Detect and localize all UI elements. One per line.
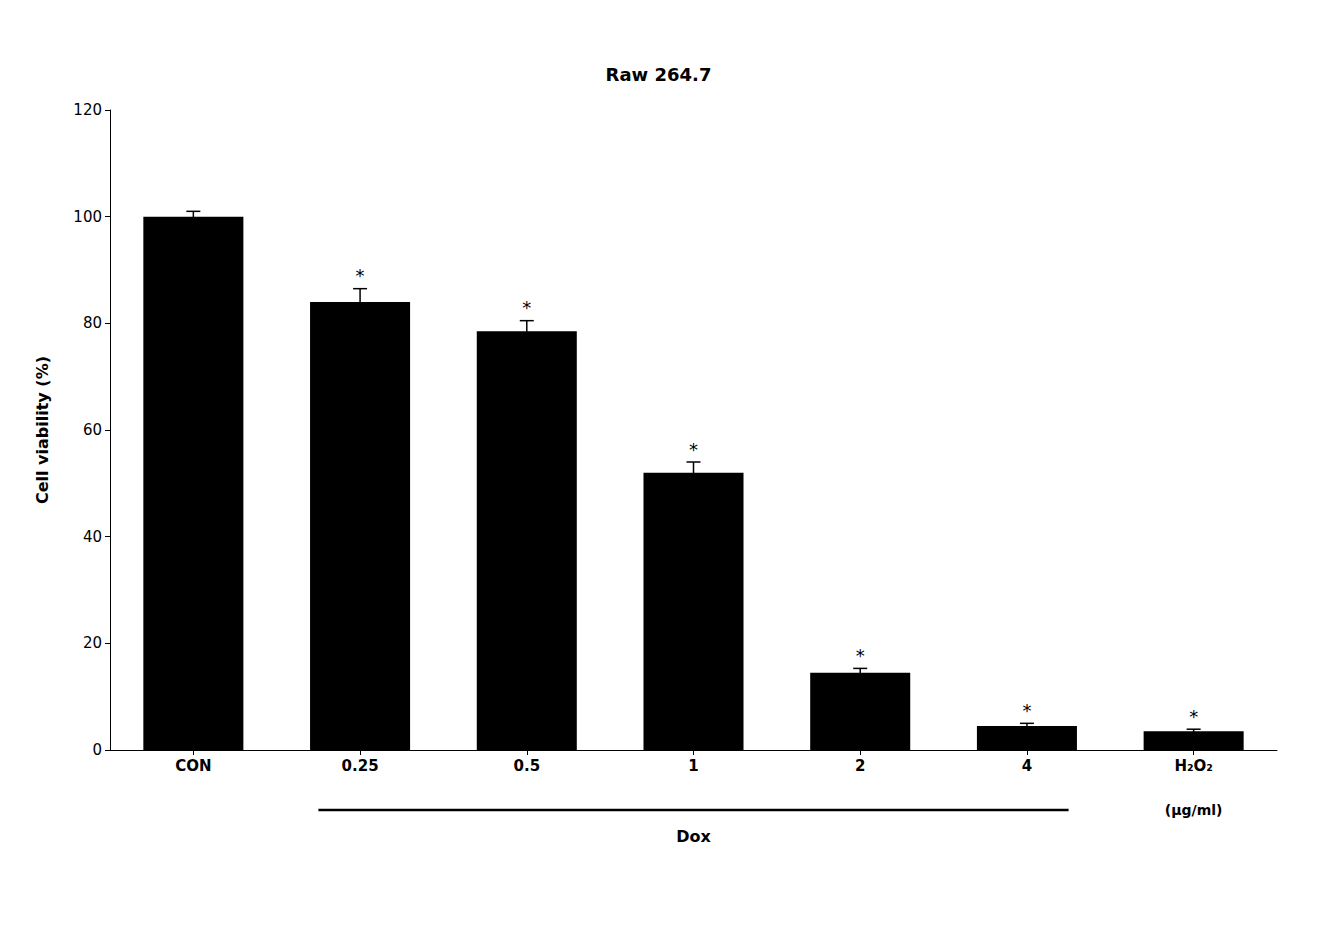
svg-text:60: 60 xyxy=(83,421,102,439)
svg-text:Dox: Dox xyxy=(676,827,711,846)
svg-text:4: 4 xyxy=(1022,757,1032,775)
svg-text:(μg/ml): (μg/ml) xyxy=(1165,802,1223,818)
svg-text:40: 40 xyxy=(83,528,102,546)
svg-text:0.25: 0.25 xyxy=(342,757,379,775)
svg-text:20: 20 xyxy=(83,634,102,652)
svg-text:CON: CON xyxy=(175,757,211,775)
svg-text:Raw 264.7: Raw 264.7 xyxy=(606,64,712,85)
svg-text:Cell viability (%): Cell viability (%) xyxy=(33,356,52,504)
svg-text:*: * xyxy=(689,439,698,460)
svg-text:*: * xyxy=(1022,700,1031,721)
svg-text:*: * xyxy=(1189,706,1198,727)
svg-text:80: 80 xyxy=(83,314,102,332)
svg-text:*: * xyxy=(356,265,365,286)
svg-text:*: * xyxy=(856,645,865,666)
svg-text:0.5: 0.5 xyxy=(513,757,540,775)
svg-text:H₂O₂: H₂O₂ xyxy=(1174,757,1212,775)
svg-text:*: * xyxy=(522,297,531,318)
svg-text:2: 2 xyxy=(855,757,865,775)
svg-text:0: 0 xyxy=(92,741,102,759)
svg-text:100: 100 xyxy=(73,208,102,226)
svg-text:1: 1 xyxy=(688,757,698,775)
svg-text:120: 120 xyxy=(73,101,102,119)
